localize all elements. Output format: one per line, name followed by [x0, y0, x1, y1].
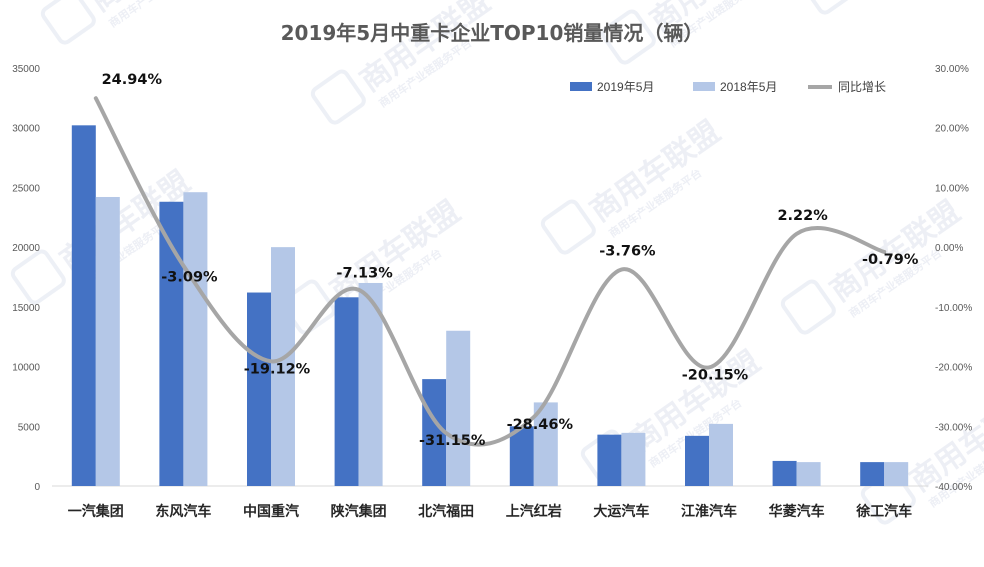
y-right-tick-label: -20.00%: [935, 363, 972, 374]
legend-item: 2018年5月: [693, 80, 777, 94]
legend-swatch: [693, 82, 715, 91]
y-right-tick-label: -40.00%: [935, 482, 972, 493]
bar-2018: [621, 432, 646, 486]
bar-2018: [95, 196, 120, 487]
legend-swatch: [570, 82, 592, 91]
y-left-tick-label: 5000: [18, 422, 41, 433]
x-tick-label: 大运汽车: [593, 503, 649, 520]
bar-2019: [247, 292, 271, 486]
watermark-brand: 商用车联盟: [584, 114, 727, 229]
bar-2019: [597, 434, 622, 486]
growth-label: -28.46%: [507, 417, 574, 433]
growth-label: 24.94%: [102, 72, 163, 88]
legend: 2019年5月 2018年5月 同比增长: [570, 80, 886, 94]
y-right-tick-label: 10.00%: [935, 183, 969, 194]
bar-2018: [358, 282, 383, 486]
growth-label: 2.22%: [777, 208, 828, 224]
bar-2019: [334, 297, 359, 486]
y-right-tick-label: 30.00%: [935, 64, 969, 75]
x-tick-label: 中国重汽: [243, 503, 299, 520]
data-labels: 24.94% -3.09% -19.12% -7.13% -31.15% -28.46% -…: [102, 72, 919, 449]
bar-2018: [183, 192, 208, 486]
bar-2019: [509, 426, 534, 486]
y-right-tick-label: 20.00%: [935, 124, 969, 135]
y-right-tick-label: -30.00%: [935, 422, 972, 433]
growth-line: [93, 96, 887, 447]
x-tick-label: 上汽红岩: [506, 503, 562, 520]
bar-2018: [884, 462, 909, 486]
legend-item: 2019年5月: [570, 80, 654, 94]
y-left-tick-label: 35000: [12, 64, 40, 75]
x-tick-label: 北汽福田: [418, 503, 474, 520]
y-left-tick-label: 15000: [12, 303, 40, 314]
x-tick-label: 江淮汽车: [681, 503, 737, 520]
growth-label: -20.15%: [682, 367, 749, 383]
y-right-tick-label: -10.00%: [935, 303, 972, 314]
growth-label: -0.79%: [862, 252, 919, 268]
watermark-brand: 商用车联盟: [354, 0, 497, 99]
legend-label: 2019年5月: [597, 80, 654, 94]
growth-label: -19.12%: [244, 361, 311, 377]
growth-label: -7.13%: [336, 266, 393, 282]
bar-2019: [71, 125, 96, 486]
growth-label: -3.76%: [599, 244, 656, 260]
axes: 0 5000 10000 15000 20000 25000 30000 35000 -40.0…: [12, 64, 972, 520]
y-left-tick-label: 20000: [12, 243, 40, 254]
bar-2018: [271, 247, 295, 486]
y-left-tick-label: 25000: [12, 183, 40, 194]
legend-item: 同比增长: [808, 80, 886, 94]
bar-2018: [709, 423, 733, 486]
bars: [71, 125, 909, 487]
bar-2019: [685, 435, 709, 486]
y-left-tick-label: 10000: [12, 363, 40, 374]
bar-2019: [860, 462, 885, 486]
growth-label: -3.09%: [161, 270, 218, 286]
x-tick-label: 一汽集团: [68, 503, 124, 520]
growth-line-path: [93, 96, 887, 447]
legend-label: 同比增长: [838, 80, 886, 94]
watermark-brand: 商用车联盟: [84, 0, 227, 19]
x-tick-label: 东风汽车: [155, 503, 211, 520]
x-tick-label: 华菱汽车: [769, 503, 825, 520]
growth-label: -31.15%: [419, 433, 486, 449]
bar-2019: [772, 460, 797, 486]
y-right-tick-label: 0.00%: [935, 243, 963, 254]
chart-title: 2019年5月中重卡企业TOP10销量情况（辆）: [281, 21, 704, 45]
bar-2018: [533, 402, 558, 486]
x-tick-label: 徐工汽车: [855, 503, 912, 520]
y-left-tick-label: 30000: [12, 124, 40, 135]
x-tick-label: 陕汽集团: [331, 503, 387, 520]
bar-2019: [422, 379, 447, 486]
bar-2018: [796, 462, 821, 486]
y-left-tick-label: 0: [34, 482, 40, 493]
legend-label: 2018年5月: [720, 80, 777, 94]
bar-2018: [446, 330, 471, 486]
